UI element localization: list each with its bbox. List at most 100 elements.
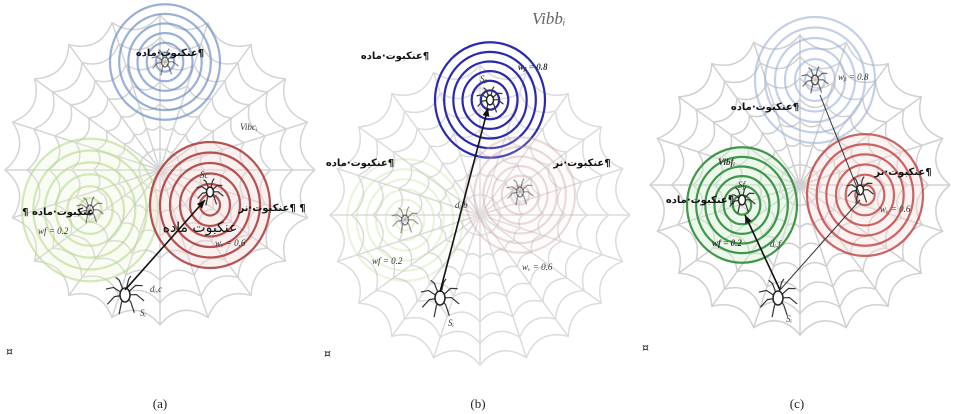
marker: ¤ <box>6 345 13 358</box>
web-ring <box>457 192 502 238</box>
web-spoke <box>479 214 528 358</box>
spider-body <box>737 194 747 206</box>
arrow <box>744 214 781 291</box>
vibration-ring <box>793 57 837 103</box>
label: dᵢ,f <box>770 239 782 249</box>
vibration-ring <box>803 68 827 92</box>
vibration-ring <box>178 172 242 238</box>
label: wf = 0.2 <box>38 226 69 236</box>
web-spoke <box>678 184 801 274</box>
vibration-ring <box>773 36 857 124</box>
web-spoke <box>711 63 801 186</box>
label: عنکبوت·ماده¶ <box>731 102 799 113</box>
label: wᵥ = 0.6 <box>522 262 553 272</box>
vibration-ring <box>168 161 252 249</box>
vibration-ring <box>834 163 896 227</box>
web-ring <box>670 55 930 315</box>
web-spoke <box>337 214 481 263</box>
vibration-ring <box>763 26 867 134</box>
spider-body <box>515 186 525 198</box>
vibration-ring <box>825 153 905 237</box>
arrow-head <box>196 200 205 209</box>
spider-body <box>810 74 820 86</box>
arrow-head <box>482 108 490 117</box>
web-spoke <box>657 137 801 186</box>
web-spoke <box>159 169 286 262</box>
vibration-ring <box>500 174 540 216</box>
vibration-ring <box>54 173 126 247</box>
web-spoke <box>34 169 161 262</box>
web-spoke <box>799 184 922 274</box>
label: عنکبوت·ماده¶ <box>136 48 204 59</box>
label: Sᵢ <box>140 308 147 318</box>
web-spoke <box>391 214 481 337</box>
web-ring <box>328 63 631 367</box>
vibration-ring <box>443 50 537 150</box>
vibration-ring <box>685 146 799 264</box>
vibration-ring <box>118 12 212 112</box>
caption: (c) <box>790 396 804 411</box>
vibration-ring <box>384 198 426 242</box>
spider-body <box>119 287 131 303</box>
vibration-ring <box>188 182 232 228</box>
vibration-ring <box>783 47 847 113</box>
label: عنکبوت·ماده¶ <box>361 51 429 62</box>
web-ring <box>371 106 588 324</box>
web-spoke <box>111 22 161 171</box>
vibration-ring <box>805 133 925 258</box>
label: Sᵢ <box>448 318 455 328</box>
web-ring <box>92 102 227 238</box>
web-ring <box>734 119 865 251</box>
web-ring <box>70 80 250 260</box>
web-ring <box>435 170 524 260</box>
vibration-ring <box>695 155 789 255</box>
web-spoke <box>479 214 623 263</box>
spider-body <box>205 186 215 198</box>
arrow-head <box>745 215 752 224</box>
web-spoke <box>479 214 602 304</box>
vibration-area <box>150 142 270 268</box>
label: Sf <box>738 180 747 190</box>
web-spoke <box>159 169 308 219</box>
web-ring <box>755 140 844 230</box>
vibration-ring <box>158 151 262 259</box>
spider-body <box>485 94 495 106</box>
web-spoke <box>479 167 623 216</box>
web-spoke <box>799 42 848 186</box>
vibration-ring <box>145 41 185 83</box>
vibration-ring <box>461 70 519 130</box>
web-spoke <box>479 126 602 216</box>
web-spoke <box>358 126 481 216</box>
vibration-ring <box>77 197 103 224</box>
web-spoke <box>12 121 161 171</box>
web-spoke <box>358 214 481 304</box>
spider-body <box>160 56 170 68</box>
vibration-ring <box>815 143 915 247</box>
web-spoke <box>711 184 801 307</box>
label: عنکبوت·نر¶ <box>873 167 931 178</box>
vibration-ring <box>43 161 137 259</box>
label: dᵢ,b <box>455 200 468 210</box>
vibration-ring <box>374 188 436 252</box>
vibration-ring <box>136 32 194 92</box>
caption: (b) <box>470 396 485 411</box>
vibration-ring <box>127 22 203 102</box>
vibration-ring <box>722 184 762 226</box>
label: wᵦ = 0.8 <box>518 62 548 72</box>
label: Sᵢ <box>786 314 793 324</box>
web-ring <box>713 98 887 272</box>
label: wᵥ = 0.6 <box>215 238 246 248</box>
marker: ¤ <box>324 347 331 360</box>
label: Sᵦ <box>480 74 488 84</box>
web-spoke <box>159 169 209 318</box>
web-spoke <box>159 169 252 296</box>
vibration-ring <box>20 137 160 283</box>
web-ring <box>3 13 316 327</box>
label: عنکبوت·ماده¶ <box>326 158 394 169</box>
label: عنکبوت·ماده¶ <box>666 195 734 206</box>
vibration-ring <box>108 3 222 121</box>
web-spoke <box>479 214 569 337</box>
label: wᵥ = 0.6 <box>880 204 911 214</box>
arrow <box>439 107 489 293</box>
